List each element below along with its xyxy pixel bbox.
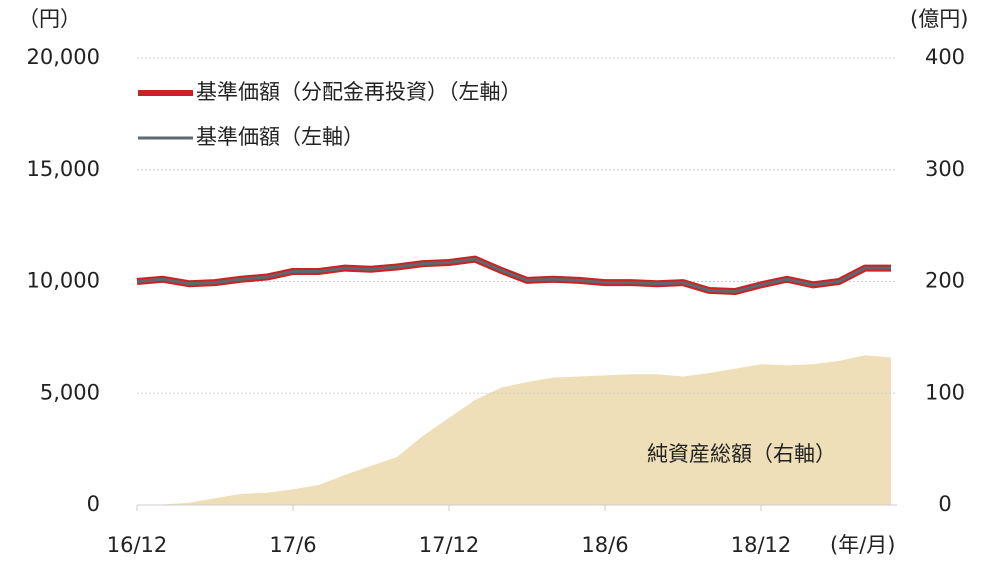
annotation: 純資産総額（右軸） [647, 442, 836, 466]
y2-tick-label: 100 [925, 380, 965, 404]
x-tick-label: 16/12 [107, 533, 168, 557]
y-tick-label: 15,000 [27, 157, 100, 181]
area [137, 355, 891, 505]
legend-label: 基準価額（左軸） [196, 125, 364, 149]
y2-tick-label: 300 [925, 157, 965, 181]
x-tick-label: 17/12 [419, 533, 480, 557]
x-tick-label: 18/6 [581, 533, 628, 557]
line [136, 257, 891, 294]
y2-tick-label: 400 [925, 45, 965, 69]
y2-tick-label: 0 [938, 492, 951, 516]
y-tick-label: 0 [87, 492, 100, 516]
y2-unit: (億円) [910, 7, 968, 31]
x-tick-label: 17/6 [269, 533, 316, 557]
y-unit: （円） [18, 7, 81, 31]
x-tick-label: 18/12 [731, 533, 792, 557]
x-unit: (年/月) [830, 533, 895, 557]
y-tick-label: 5,000 [40, 380, 100, 404]
y-tick-label: 10,000 [27, 269, 100, 293]
legend-label: 基準価額（分配金再投資）（左軸） [196, 80, 522, 104]
y-tick-label: 20,000 [27, 45, 100, 69]
y2-tick-label: 200 [925, 269, 965, 293]
